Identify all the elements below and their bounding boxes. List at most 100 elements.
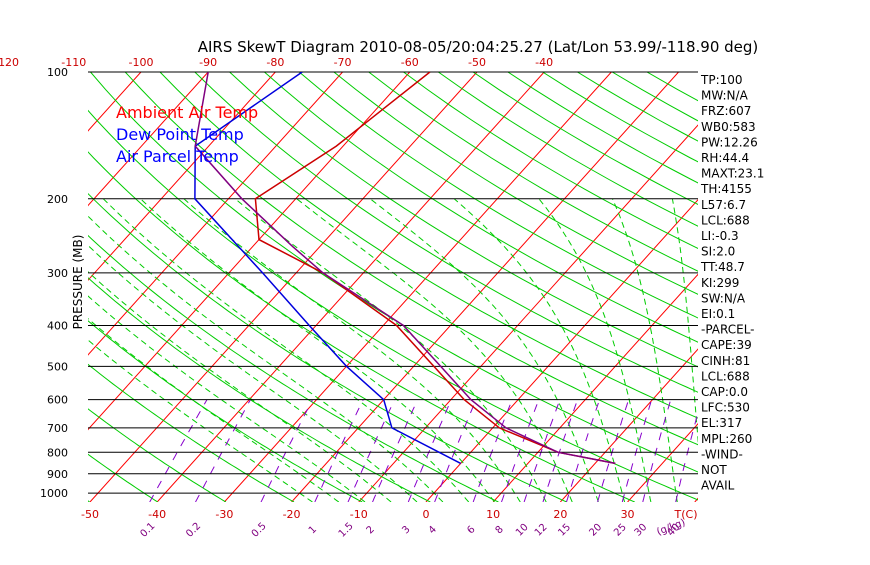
mixing-ratio-tick-label: 25 (612, 522, 629, 539)
top-temp-tick-label: -50 (468, 56, 486, 69)
pressure-tick-label: 1000 (40, 487, 68, 500)
index-value: LFC:530 (701, 401, 750, 415)
index-value: LCL:688 (701, 369, 750, 383)
index-value: L57:6.7 (701, 198, 746, 212)
index-value: RH:44.4 (701, 151, 749, 165)
index-value: TH:4155 (700, 182, 752, 196)
bottom-temp-tick-label: 0 (422, 508, 429, 521)
dry-adiabat (195, 72, 870, 502)
dry-adiabat (473, 72, 870, 502)
isotherm-line (829, 72, 870, 502)
mixing-ratio-tick-label: 15 (556, 522, 573, 539)
mixing-ratio-tick-label: 1.5 (337, 521, 356, 540)
legend-dewpoint: Dew Point Temp (116, 125, 244, 144)
bottom-temp-tick-label: -50 (81, 508, 99, 521)
bottom-temp-tick-label: -10 (350, 508, 368, 521)
top-temperature-ticks: -120-110-100-90-80-70-60-50-40 (0, 56, 553, 69)
y-axis-label: PRESSURE (MB) (71, 235, 85, 330)
index-value: EL:317 (701, 416, 742, 430)
mixing-ratio-tick-label: 3 (400, 524, 412, 536)
mixing-ratio-line (261, 400, 312, 502)
index-value: CINH:81 (701, 354, 750, 368)
bottom-temp-tick-label: 10 (486, 508, 500, 521)
mixing-ratio-line (598, 400, 629, 502)
mixing-ratio-tick-label: 4 (427, 524, 439, 536)
moist-adiabat (672, 199, 703, 502)
index-value: KI:299 (701, 276, 739, 290)
mixing-ratio-tick-label: 2 (365, 524, 377, 536)
index-value: -PARCEL- (701, 323, 755, 337)
mixing-ratio-tick-label: 12 (533, 522, 550, 539)
bottom-temp-tick-label: -30 (215, 508, 233, 521)
top-temp-tick-label: -100 (128, 56, 153, 69)
dry-adiabat (404, 72, 870, 502)
mixing-ratio-tick-label: 30 (633, 522, 650, 539)
mixing-ratio-tick-label: 8 (494, 524, 506, 536)
stability-indices: TP:100MW:N/AFRZ:607WB0:583PW:12.26RH:44.… (700, 73, 764, 493)
pressure-tick-label: 600 (47, 394, 68, 407)
chart-title: AIRS SkewT Diagram 2010-08-05/20:04:25.2… (198, 38, 759, 56)
bottom-temp-tick-label: 30 (621, 508, 635, 521)
index-value: NOT (701, 463, 727, 477)
mixing-ratio-tick-label: 10 (514, 522, 531, 539)
index-value: PW:12.26 (701, 135, 758, 149)
moist-adiabat (141, 199, 495, 502)
mixing-ratio-line (373, 400, 418, 502)
index-value: LCL:688 (701, 213, 750, 227)
legend-parcel: Air Parcel Temp (116, 147, 239, 166)
index-value: EI:0.1 (701, 307, 735, 321)
mixing-ratio-line (622, 400, 651, 502)
mixing-ratio-line (150, 400, 207, 502)
isotherm-line (0, 72, 7, 502)
index-value: AVAIL (701, 479, 735, 493)
index-value: MPL:260 (701, 432, 752, 446)
index-value: SI:2.0 (701, 245, 735, 259)
mixing-ratio-tick-label: 1 (307, 524, 319, 536)
top-temp-tick-label: -60 (401, 56, 419, 69)
dry-adiabat (21, 72, 635, 502)
mixing-ratio-tick-label: 0.5 (250, 521, 269, 540)
pressure-tick-label: 200 (47, 193, 68, 206)
moist-adiabat (297, 199, 572, 502)
mixing-ratio-tick-label: 0.2 (184, 521, 203, 540)
top-temp-tick-label: -80 (266, 56, 284, 69)
isotherm-line (224, 72, 611, 502)
pressure-tick-label: 800 (47, 446, 68, 459)
index-value: MAXT:23.1 (701, 167, 764, 181)
dry-adiabat (264, 72, 870, 502)
dry-adiabat (230, 72, 870, 502)
mixing-ratio-tick-label: 0.1 (138, 521, 157, 540)
top-temp-tick-label: -90 (199, 56, 217, 69)
pressure-tick-label: 400 (47, 320, 68, 333)
index-value: CAP:0.0 (701, 385, 748, 399)
mixing-ratio-line (408, 400, 451, 502)
dry-adiabat (0, 72, 21, 502)
top-temp-tick-label: -70 (334, 56, 352, 69)
index-value: WB0:583 (701, 120, 756, 134)
bottom-temp-tick-label: -20 (283, 508, 301, 521)
legend: Ambient Air Temp Dew Point Temp Air Parc… (116, 103, 258, 166)
pressure-tick-label: 500 (47, 360, 68, 373)
mixing-ratio-line (676, 400, 702, 502)
isotherm-line (0, 72, 74, 502)
isotherm-line (762, 72, 870, 502)
index-value: TP:100 (700, 73, 743, 87)
dry-adiabat (438, 72, 870, 502)
index-value: SW:N/A (701, 291, 746, 305)
index-value: TT:48.7 (700, 260, 745, 274)
dry-adiabat (334, 72, 870, 502)
top-temp-tick-label: -40 (535, 56, 553, 69)
pressure-tick-label: 300 (47, 267, 68, 280)
mixing-ratio-tick-label: 20 (587, 522, 604, 539)
bottom-temp-tick-label: 20 (553, 508, 567, 521)
index-value: FRZ:607 (701, 104, 751, 118)
top-temp-tick-label: -120 (0, 56, 19, 69)
index-value: CAPE:39 (701, 338, 752, 352)
mixing-ratio-tick-label: 6 (465, 524, 477, 536)
index-value: -WIND- (701, 447, 743, 461)
isotherm-line (359, 72, 746, 502)
bottom-temp-tick-label: -40 (148, 508, 166, 521)
